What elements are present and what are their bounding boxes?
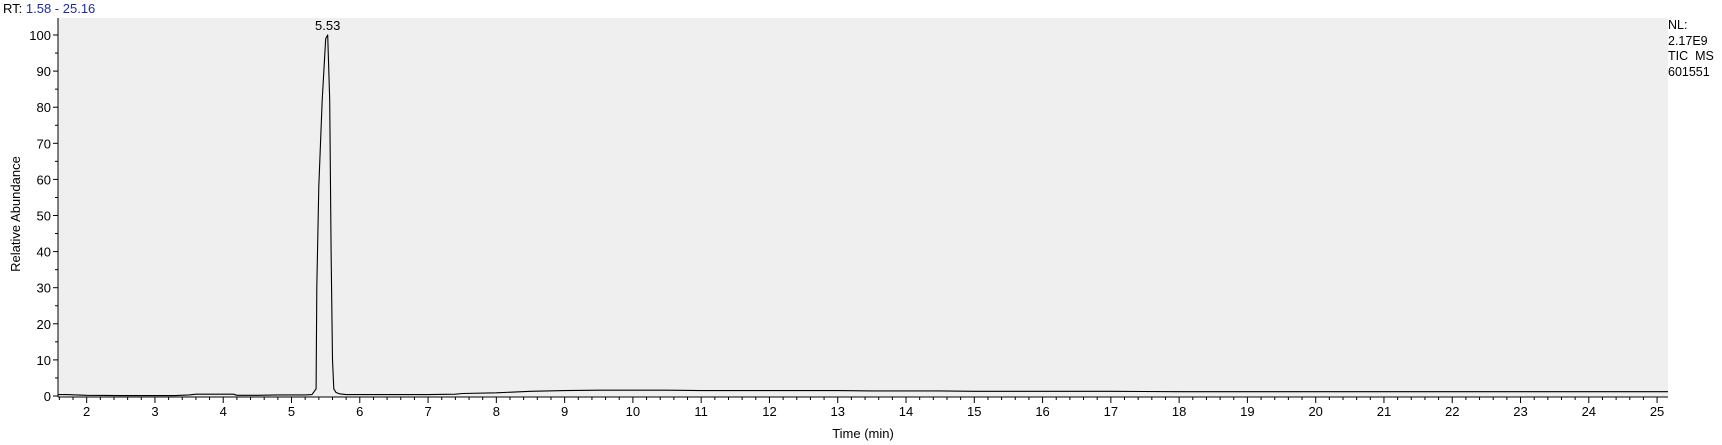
x-tick-label: 20 <box>1308 404 1322 419</box>
x-tick-label: 7 <box>424 404 431 419</box>
y-tick-label: 70 <box>37 136 51 151</box>
x-tick-label: 5 <box>288 404 295 419</box>
x-axis-title: Time (min) <box>832 426 894 441</box>
y-tick-label: 90 <box>37 64 51 79</box>
y-tick-label: 60 <box>37 172 51 187</box>
y-tick-label: 50 <box>37 209 51 224</box>
y-tick-label: 100 <box>29 28 51 43</box>
y-axis-title: Relative Abundance <box>8 156 23 272</box>
x-tick-label: 3 <box>151 404 158 419</box>
x-tick-label: 9 <box>561 404 568 419</box>
x-tick-label: 23 <box>1513 404 1527 419</box>
y-axis: 0 10 20 30 40 50 60 70 80 90 100 <box>29 18 59 404</box>
sample-id: 601551 <box>1668 64 1710 79</box>
x-tick-label: 8 <box>493 404 500 419</box>
scan-type: TIC MS <box>1668 49 1714 63</box>
scan-info-panel: NL: 2.17E9 TIC MS 601551 <box>1668 18 1714 80</box>
tic-trace-line <box>58 34 1668 397</box>
x-tick-label: 15 <box>967 404 981 419</box>
y-tick-label: 80 <box>37 100 51 115</box>
x-tick-label: 22 <box>1445 404 1459 419</box>
rt-label: RT: <box>3 1 23 16</box>
x-tick-label: 19 <box>1240 404 1254 419</box>
x-tick-label: 24 <box>1582 404 1596 419</box>
y-tick-label: 10 <box>37 353 51 368</box>
x-tick-label: 21 <box>1377 404 1391 419</box>
y-tick-label: 0 <box>44 389 51 404</box>
rt-range-header: RT: 1.58 - 25.16 <box>3 1 95 16</box>
x-tick-label: 17 <box>1104 404 1118 419</box>
y-tick-label: 40 <box>37 245 51 260</box>
nl-value: 2.17E9 <box>1668 33 1708 48</box>
peak-label: 5.53 <box>315 18 340 33</box>
x-tick-label: 4 <box>220 404 227 419</box>
plot-area <box>58 18 1668 397</box>
x-tick-label: 16 <box>1035 404 1049 419</box>
x-tick-label: 2 <box>83 404 90 419</box>
x-tick-label: 14 <box>899 404 913 419</box>
x-tick-label: 6 <box>356 404 363 419</box>
rt-range-value: 1.58 - 25.16 <box>25 1 96 16</box>
y-tick-label: 30 <box>37 281 51 296</box>
x-axis: 2 3 4 5 6 7 8 9 10 11 12 13 14 15 16 17 18 19 20 21 22 23 24 25 <box>58 396 1668 419</box>
peak-labels: 5.53 <box>315 18 340 33</box>
x-tick-label: 13 <box>831 404 845 419</box>
x-tick-label: 18 <box>1172 404 1186 419</box>
x-tick-label: 11 <box>694 404 708 419</box>
x-tick-label: 25 <box>1650 404 1664 419</box>
nl-label: NL: <box>1668 18 1688 32</box>
x-tick-label: 12 <box>762 404 776 419</box>
x-tick-label: 10 <box>626 404 640 419</box>
y-tick-label: 20 <box>37 317 51 332</box>
